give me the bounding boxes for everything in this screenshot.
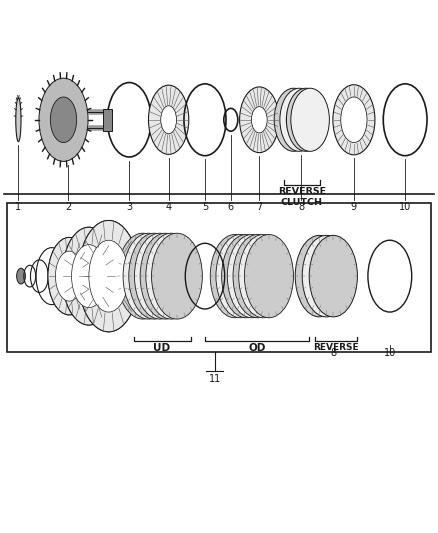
Ellipse shape — [152, 233, 202, 319]
Ellipse shape — [62, 227, 116, 325]
Ellipse shape — [123, 233, 174, 319]
Ellipse shape — [239, 235, 288, 318]
Ellipse shape — [50, 97, 77, 142]
Ellipse shape — [161, 106, 177, 134]
Ellipse shape — [17, 268, 25, 284]
Ellipse shape — [274, 88, 313, 151]
Ellipse shape — [286, 98, 312, 142]
Ellipse shape — [309, 236, 357, 317]
Ellipse shape — [56, 251, 83, 301]
Text: 11: 11 — [208, 374, 221, 384]
Text: 9: 9 — [351, 202, 357, 212]
Ellipse shape — [148, 85, 189, 155]
Text: 8: 8 — [298, 202, 304, 212]
Ellipse shape — [222, 235, 271, 318]
Ellipse shape — [295, 236, 343, 317]
Text: 7: 7 — [256, 202, 262, 212]
Text: REVERSE: REVERSE — [313, 343, 359, 352]
Ellipse shape — [146, 233, 197, 319]
Text: 1: 1 — [15, 202, 21, 212]
Ellipse shape — [251, 107, 267, 133]
Ellipse shape — [210, 235, 259, 318]
Ellipse shape — [302, 236, 350, 317]
Text: 10: 10 — [399, 202, 411, 212]
Ellipse shape — [117, 233, 168, 319]
Ellipse shape — [39, 78, 88, 161]
FancyBboxPatch shape — [103, 109, 112, 131]
Text: UD: UD — [153, 343, 171, 353]
Ellipse shape — [233, 235, 282, 318]
Text: 3: 3 — [126, 202, 132, 212]
Ellipse shape — [16, 98, 21, 142]
Ellipse shape — [48, 237, 90, 315]
Text: 10: 10 — [384, 348, 396, 358]
Ellipse shape — [341, 97, 367, 142]
Ellipse shape — [129, 233, 180, 319]
Ellipse shape — [89, 240, 128, 312]
Ellipse shape — [293, 98, 319, 142]
Text: 5: 5 — [202, 202, 208, 212]
Ellipse shape — [78, 221, 139, 332]
Ellipse shape — [240, 87, 279, 152]
Text: OD: OD — [248, 343, 265, 353]
Ellipse shape — [71, 245, 106, 308]
Text: 8: 8 — [331, 348, 337, 358]
Ellipse shape — [333, 85, 375, 155]
Text: REVERSE
CLUTCH: REVERSE CLUTCH — [278, 187, 326, 207]
Ellipse shape — [244, 235, 293, 318]
Ellipse shape — [280, 88, 318, 151]
Bar — [7, 203, 431, 352]
Ellipse shape — [140, 233, 191, 319]
Text: 4: 4 — [166, 202, 172, 212]
Ellipse shape — [286, 88, 325, 151]
Ellipse shape — [291, 88, 329, 151]
Text: 2: 2 — [65, 202, 71, 212]
Ellipse shape — [216, 235, 265, 318]
Text: 6: 6 — [228, 202, 234, 212]
Ellipse shape — [134, 233, 185, 319]
Ellipse shape — [280, 98, 307, 142]
Ellipse shape — [227, 235, 276, 318]
